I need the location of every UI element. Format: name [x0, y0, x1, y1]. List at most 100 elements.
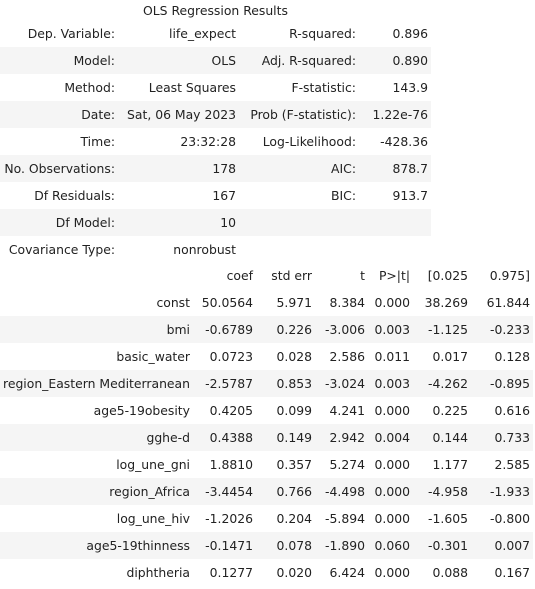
summary-row: Time: 23:32:28 Log-Likelihood: -428.36 — [0, 128, 431, 155]
ci-lower-value: 0.017 — [432, 349, 468, 364]
std-err-value: 0.226 — [256, 316, 315, 343]
std-err-value: 0.204 — [276, 511, 312, 526]
p-value: 0.000 — [374, 295, 410, 310]
ci-lower-value: 38.269 — [424, 295, 468, 310]
stat-value: life_expect — [169, 26, 236, 41]
coefficient-table: coef std err t P>|t| [0.025 0.975] const 50.05… — [0, 262, 533, 586]
t-value: 6.424 — [329, 565, 365, 580]
stat-value-right: 143.9 — [392, 80, 428, 95]
t-value: 5.274 — [329, 457, 365, 472]
coefficient-row: gghe-d 0.4388 0.149 2.942 0.004 0.144 0.733 — [0, 424, 533, 451]
t-value: 2.942 — [315, 424, 368, 451]
coef-value: 50.0564 — [201, 295, 253, 310]
stat-label-right: BIC: — [331, 188, 356, 203]
t-value: 8.384 — [329, 295, 365, 310]
p-value: 0.000 — [374, 565, 410, 580]
ci-lower-value: -4.262 — [413, 370, 471, 397]
t-value: 2.586 — [329, 349, 365, 364]
stat-label-right: F-statistic: — [291, 80, 356, 95]
stat-value-right: 1.22e-76 — [359, 101, 431, 128]
variable-name: log_une_hiv — [116, 511, 190, 526]
p-value: 0.003 — [368, 316, 413, 343]
stat-label: Time: — [80, 134, 116, 149]
summary-row: No. Observations: 178 AIC: 878.7 — [0, 155, 431, 182]
stat-label: Covariance Type: — [0, 236, 118, 263]
coef-value: 1.8810 — [209, 457, 253, 472]
variable-name: basic_water — [116, 349, 190, 364]
summary-row: Dep. Variable: life_expect R-squared: 0.896 — [0, 20, 431, 47]
p-value: 0.000 — [374, 403, 410, 418]
ci-lower-value: 1.177 — [432, 457, 468, 472]
stat-label: Model: — [0, 47, 118, 74]
stat-value-right: 878.7 — [359, 155, 431, 182]
variable-name: age5-19thinness — [0, 532, 193, 559]
std-err-value: 0.853 — [256, 370, 315, 397]
ci-upper-value: 2.585 — [494, 457, 530, 472]
stat-label: Dep. Variable: — [27, 26, 115, 41]
p-value: 0.003 — [368, 370, 413, 397]
ci-upper-value: 0.128 — [494, 349, 530, 364]
ci-upper-value: 0.733 — [471, 424, 533, 451]
coefficient-row: basic_water 0.0723 0.028 2.586 0.011 0.017 0.1… — [0, 343, 533, 370]
ci-upper-value: -0.895 — [471, 370, 533, 397]
coef-value: -1.2026 — [205, 511, 253, 526]
stat-label: Method: — [64, 80, 115, 95]
p-value: 0.060 — [368, 532, 413, 559]
stat-value: 10 — [118, 209, 239, 236]
p-value: 0.000 — [374, 511, 410, 526]
summary-row: Df Model: 10 — [0, 209, 431, 236]
stat-value-right: 0.896 — [392, 26, 428, 41]
variable-name: gghe-d — [0, 424, 193, 451]
stat-value-right: -428.36 — [380, 134, 428, 149]
ci-lower-value: -1.605 — [428, 511, 468, 526]
std-err-value: 0.766 — [256, 478, 315, 505]
table-caption: OLS Regression Results — [143, 3, 288, 18]
std-err-value: 0.020 — [276, 565, 312, 580]
coef-value: -3.4454 — [193, 478, 256, 505]
coef-value: 0.4388 — [193, 424, 256, 451]
variable-name: region_Africa — [0, 478, 193, 505]
stat-label-right: Log-Likelihood: — [262, 134, 356, 149]
stat-value: Sat, 06 May 2023 — [118, 101, 239, 128]
column-header: [0.025 — [413, 262, 471, 289]
stat-value: 167 — [212, 188, 236, 203]
stat-value: OLS — [118, 47, 239, 74]
std-err-value: 0.099 — [276, 403, 312, 418]
stat-value-right: 913.7 — [392, 188, 428, 203]
p-value: 0.011 — [374, 349, 410, 364]
stat-value: 178 — [118, 155, 239, 182]
variable-name: diphtheria — [126, 565, 191, 580]
ci-lower-value: -0.301 — [413, 532, 471, 559]
summary-row: Model: OLS Adj. R-squared: 0.890 — [0, 47, 431, 74]
t-value: 4.241 — [329, 403, 365, 418]
stat-value-right — [359, 236, 431, 263]
model-summary-table: Dep. Variable: life_expect R-squared: 0.896… — [0, 20, 431, 263]
ci-upper-value: -0.233 — [471, 316, 533, 343]
coefficient-row: age5-19obesity 0.4205 0.099 4.241 0.000 0.225… — [0, 397, 533, 424]
ci-lower-value: -1.125 — [413, 316, 471, 343]
std-err-value: 5.971 — [276, 295, 312, 310]
p-value: 0.000 — [368, 478, 413, 505]
ci-lower-value: -4.958 — [413, 478, 471, 505]
variable-name: age5-19obesity — [93, 403, 190, 418]
std-err-value: 0.028 — [276, 349, 312, 364]
coef-value: 0.4205 — [209, 403, 253, 418]
stat-value-right — [359, 209, 431, 236]
t-value: -1.890 — [315, 532, 368, 559]
stat-value: Least Squares — [148, 80, 236, 95]
coefficient-row: log_une_gni 1.8810 0.357 5.274 0.000 1.177 2.5… — [0, 451, 533, 478]
stat-label: Date: — [0, 101, 118, 128]
variable-name: const — [156, 295, 190, 310]
coef-value: 0.0723 — [209, 349, 253, 364]
coef-header-row: coef std err t P>|t| [0.025 0.975] — [0, 262, 533, 289]
stat-label: No. Observations: — [0, 155, 118, 182]
ci-upper-value: 61.844 — [486, 295, 530, 310]
coef-value: 0.1277 — [209, 565, 253, 580]
t-value: -5.894 — [325, 511, 365, 526]
stat-value-right: 0.890 — [359, 47, 431, 74]
ci-upper-value: -1.933 — [471, 478, 533, 505]
t-value: -3.006 — [315, 316, 368, 343]
coef-value: -0.6789 — [193, 316, 256, 343]
stat-label-right — [239, 236, 359, 263]
stat-value: 23:32:28 — [180, 134, 236, 149]
